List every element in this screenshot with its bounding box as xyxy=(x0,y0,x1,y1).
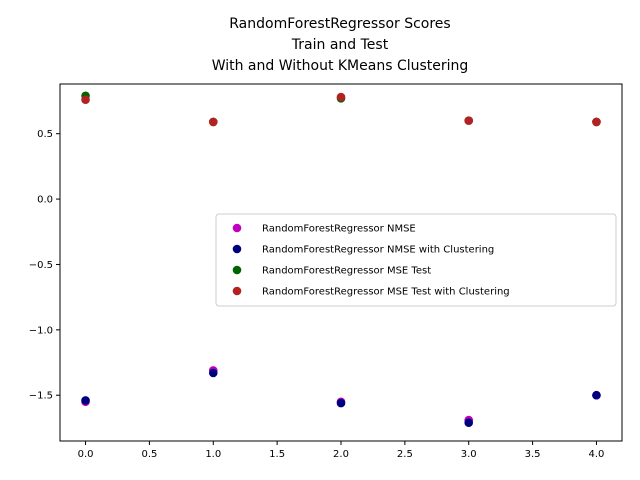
legend-marker xyxy=(232,286,242,296)
legend-marker xyxy=(232,265,242,275)
chart-title-line-2: Train and Test xyxy=(291,37,389,53)
x-tick-label: 0.0 xyxy=(78,449,94,460)
legend-item: RandomForestRegressor MSE Test xyxy=(232,265,431,277)
x-tick-label: 2.0 xyxy=(333,449,349,460)
data-point xyxy=(208,117,218,127)
y-tick-label: −1.0 xyxy=(29,325,53,336)
data-point xyxy=(208,368,218,378)
legend-marker xyxy=(232,244,242,254)
legend-label: RandomForestRegressor NMSE with Clusteri… xyxy=(262,245,494,256)
legend-label: RandomForestRegressor MSE Test with Clus… xyxy=(262,287,510,298)
data-point xyxy=(336,92,346,102)
x-tick-label: 1.5 xyxy=(269,449,285,460)
data-point xyxy=(81,396,90,405)
x-tick-label: 4.0 xyxy=(589,449,605,460)
legend-item: RandomForestRegressor NMSE xyxy=(232,223,416,235)
y-tick-label: 0.0 xyxy=(37,195,53,206)
y-tick-label: −0.5 xyxy=(29,260,53,271)
data-point xyxy=(464,116,474,125)
legend-box xyxy=(215,213,617,307)
y-axis: 0.5 0.0 −0.5 −1.0 −1.5 xyxy=(29,129,60,402)
series-1-points xyxy=(81,368,601,427)
x-tick-label: 3.5 xyxy=(525,449,541,460)
legend: RandomForestRegressor NMSE RandomForestRe… xyxy=(215,213,617,307)
series-3-points xyxy=(81,92,601,127)
data-point xyxy=(464,418,474,427)
x-tick-label: 3.0 xyxy=(461,449,477,460)
y-tick-label: 0.5 xyxy=(37,129,53,140)
data-point xyxy=(592,117,601,127)
series-0-points xyxy=(81,366,601,425)
legend-item: RandomForestRegressor MSE Test with Clus… xyxy=(232,286,510,298)
y-tick-label: −1.5 xyxy=(29,391,53,402)
legend-item: RandomForestRegressor NMSE with Clusteri… xyxy=(232,244,494,256)
chart-title: RandomForestRegressor Scores Train and T… xyxy=(212,16,469,74)
x-tick-label: 0.5 xyxy=(141,449,157,460)
data-points xyxy=(81,91,601,427)
x-tick-label: 2.5 xyxy=(397,449,413,460)
x-tick-label: 1.0 xyxy=(205,449,221,460)
legend-label: RandomForestRegressor NMSE xyxy=(262,224,416,235)
data-point xyxy=(592,390,601,400)
x-axis: 0.0 0.5 1.0 1.5 2.0 2.5 3.0 3.5 4.0 xyxy=(78,441,605,460)
legend-label: RandomForestRegressor MSE Test xyxy=(262,266,431,277)
data-point xyxy=(336,398,346,408)
legend-marker xyxy=(232,223,242,233)
chart-title-line-1: RandomForestRegressor Scores xyxy=(229,16,450,32)
chart-title-line-3: With and Without KMeans Clustering xyxy=(212,58,469,74)
data-point xyxy=(81,95,90,104)
